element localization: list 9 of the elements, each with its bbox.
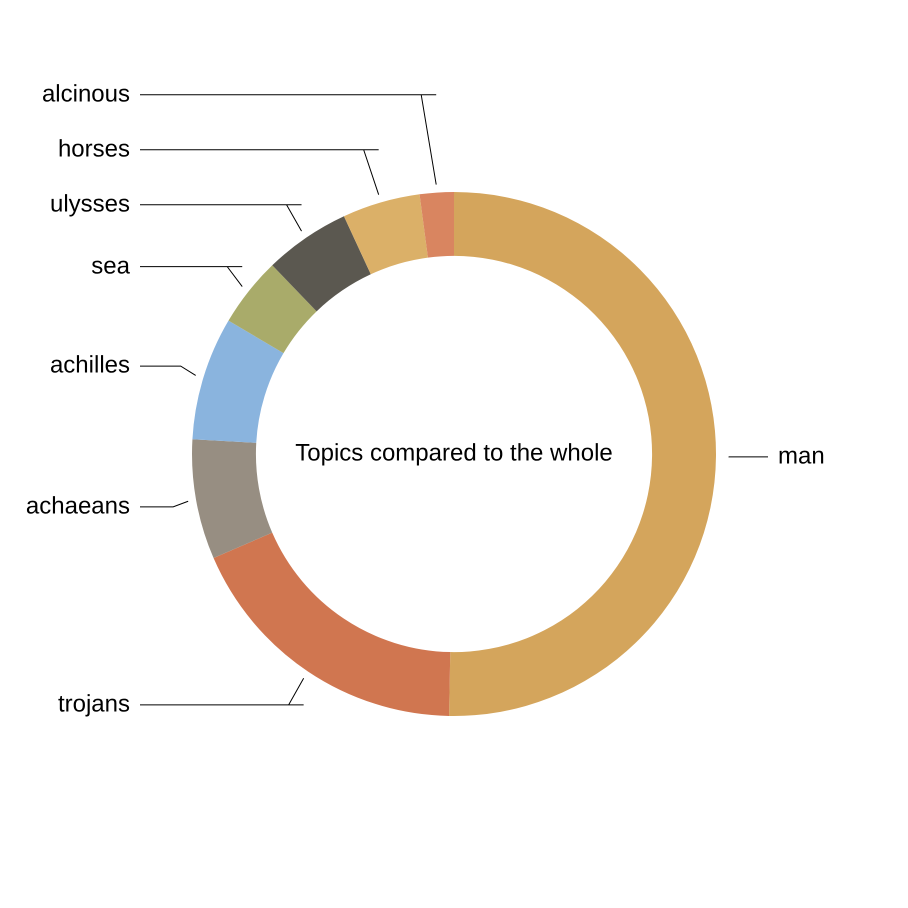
slice-label: trojans [58, 690, 130, 718]
slice-label: horses [58, 135, 130, 162]
text: Topics compared to the whole [295, 440, 613, 467]
slice-label: alcinous [42, 80, 130, 108]
slice-label: achilles [50, 352, 130, 379]
slice-label: man [778, 442, 825, 470]
slice-label: ulysses [50, 190, 130, 218]
slice-label: sea [91, 252, 131, 280]
slice-label: achaeans [26, 492, 130, 520]
